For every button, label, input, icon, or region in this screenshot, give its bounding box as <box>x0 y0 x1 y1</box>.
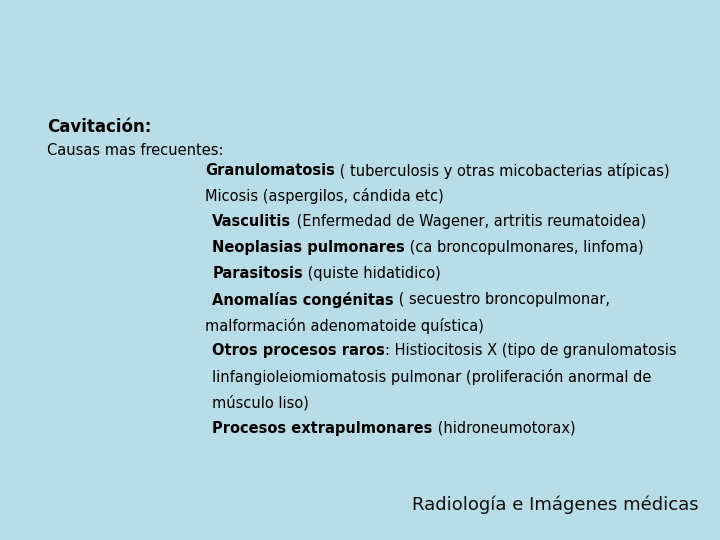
Text: linfangioleiomiomatosis pulmonar (proliferación anormal de: linfangioleiomiomatosis pulmonar (prolif… <box>212 369 652 386</box>
Text: : Histiocitosis X (tipo de granulomatosis: : Histiocitosis X (tipo de granulomatosi… <box>385 343 677 359</box>
Text: Granulomatosis: Granulomatosis <box>205 163 335 178</box>
Text: (ca broncopulmonares, linfoma): (ca broncopulmonares, linfoma) <box>405 240 644 255</box>
Text: Vasculitis: Vasculitis <box>212 214 292 230</box>
Text: Causas mas frecuentes:: Causas mas frecuentes: <box>47 143 223 158</box>
Text: músculo liso): músculo liso) <box>212 395 310 410</box>
Text: (quiste hidatidico): (quiste hidatidico) <box>303 266 441 281</box>
Text: Procesos extrapulmonares: Procesos extrapulmonares <box>212 421 433 436</box>
Text: Otros procesos raros: Otros procesos raros <box>212 343 385 359</box>
Text: ( secuestro broncopulmonar,: ( secuestro broncopulmonar, <box>394 292 610 307</box>
Text: (Enfermedad de Wagener, artritis reumatoidea): (Enfermedad de Wagener, artritis reumato… <box>292 214 646 230</box>
Text: Anomalías congénitas: Anomalías congénitas <box>212 292 394 308</box>
Text: ( tuberculosis y otras micobacterias atípicas): ( tuberculosis y otras micobacterias atí… <box>335 163 670 179</box>
Text: Radiología e Imágenes médicas: Radiología e Imágenes médicas <box>412 496 698 514</box>
Text: Cavitación:: Cavitación: <box>47 118 151 136</box>
Text: Neoplasias pulmonares: Neoplasias pulmonares <box>212 240 405 255</box>
Text: malformación adenomatoide quística): malformación adenomatoide quística) <box>205 318 484 334</box>
Text: Micosis (aspergilos, cándida etc): Micosis (aspergilos, cándida etc) <box>205 188 444 205</box>
Text: (hidroneumotorax): (hidroneumotorax) <box>433 421 575 436</box>
Text: Parasitosis: Parasitosis <box>212 266 303 281</box>
